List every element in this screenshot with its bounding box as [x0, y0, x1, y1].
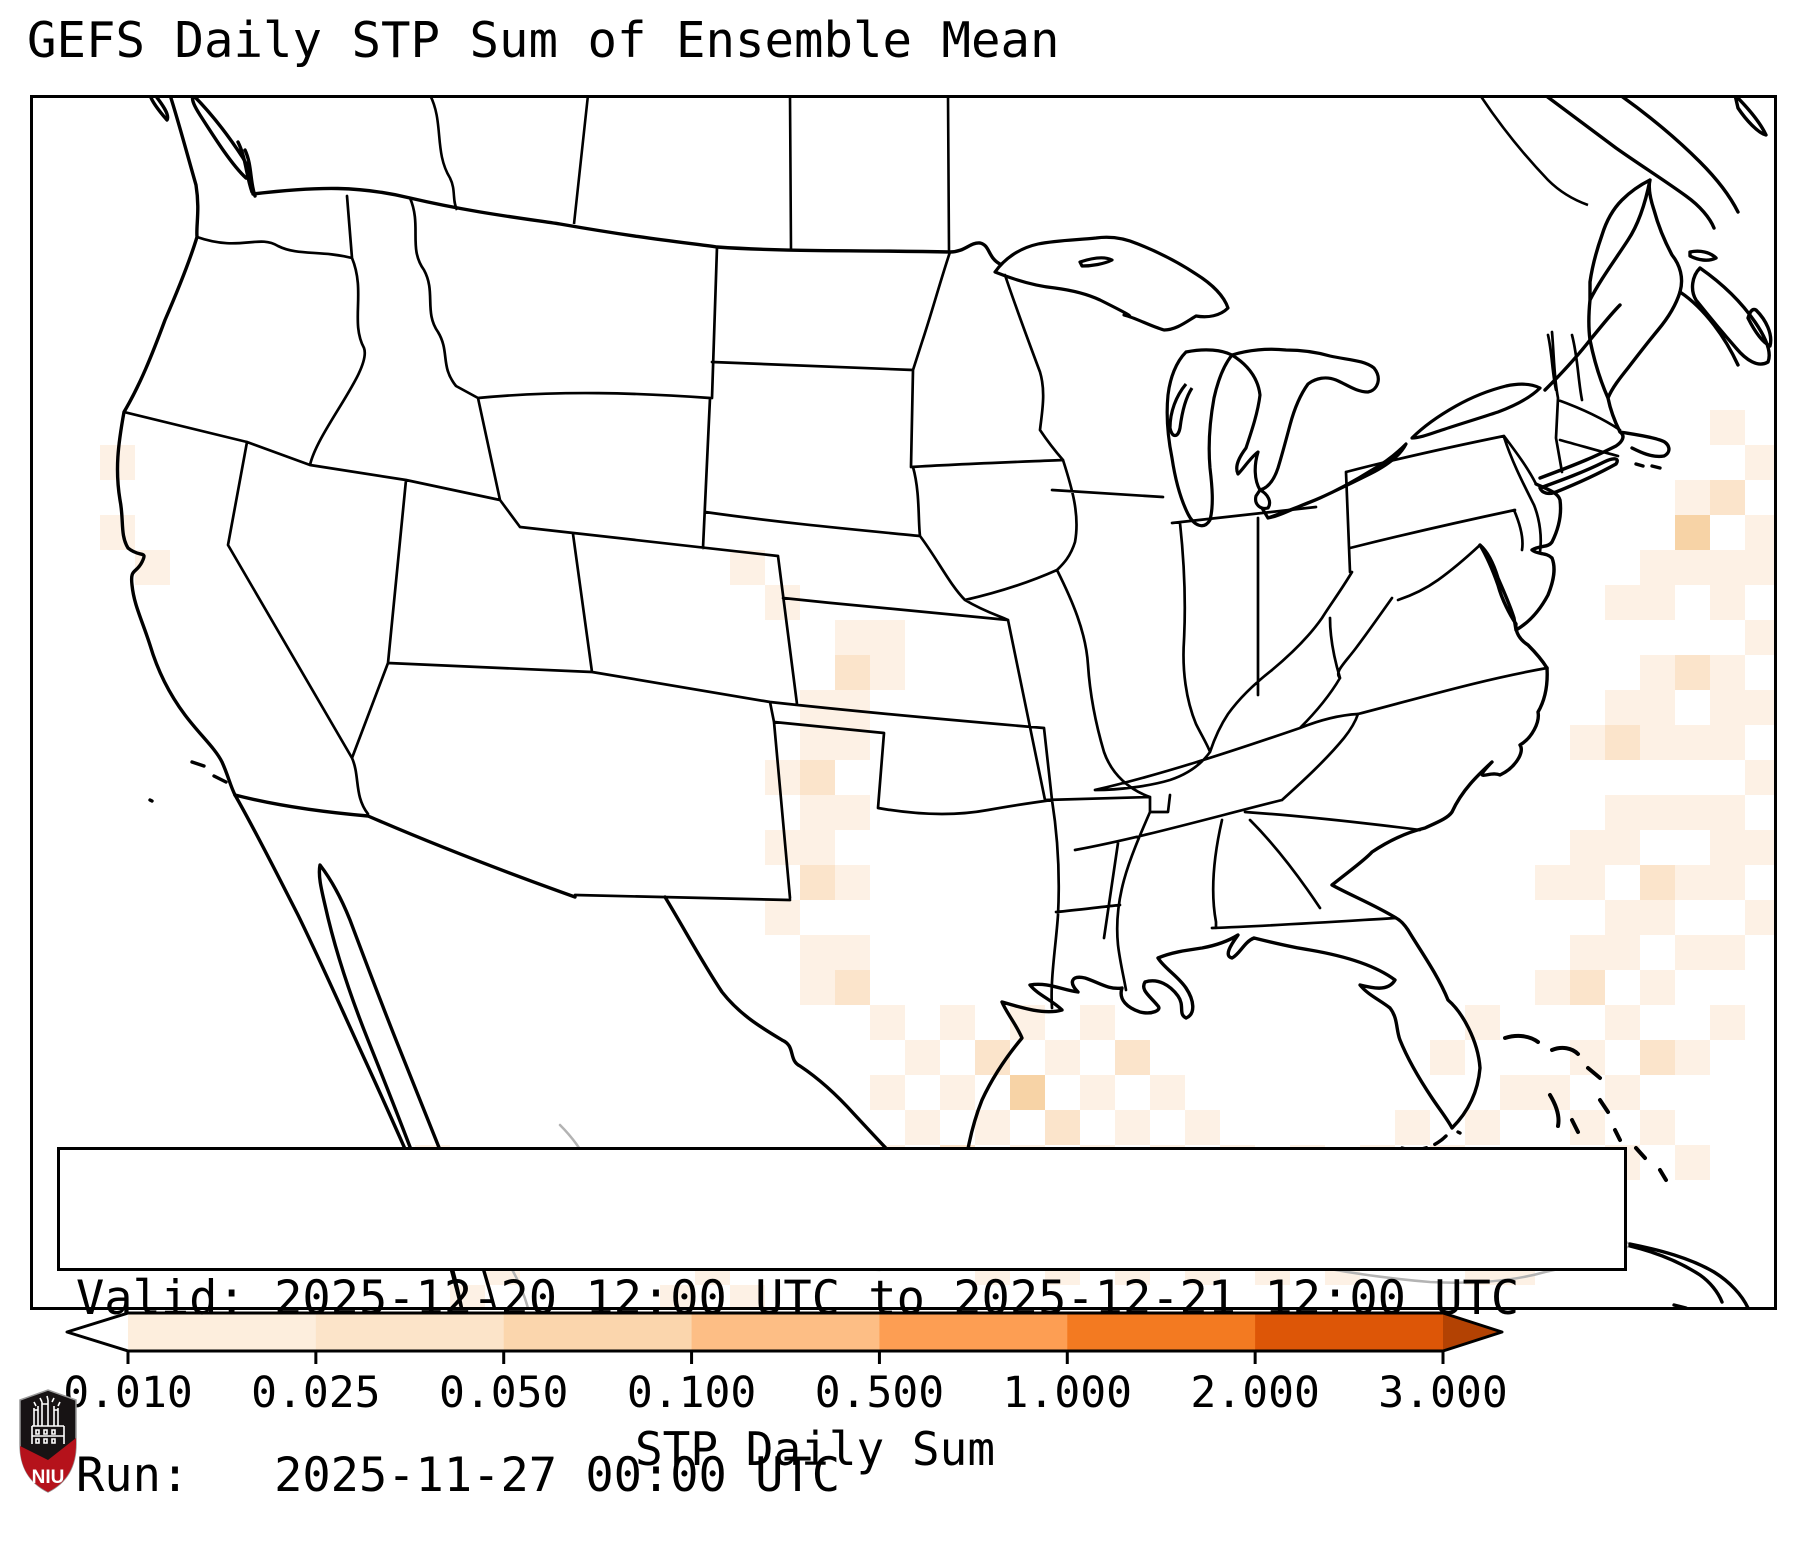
- colorbar-tick-label: 0.100: [626, 1368, 757, 1418]
- northeast-coast: [1538, 178, 1684, 480]
- channel-islands: [148, 760, 228, 803]
- colorbar: [65, 1311, 1504, 1364]
- run-time-text: Run: 2025-11-27 00:00 UTC: [76, 1448, 841, 1503]
- lake-superior: [993, 235, 1230, 332]
- niu-logo: NIU: [19, 1389, 77, 1493]
- niu-logo-text: NIU: [32, 1467, 65, 1488]
- niu-castle-icon: [31, 1395, 65, 1444]
- gulf-atlantic-coast: [958, 666, 1549, 1220]
- colorbar-tick-label: 1.000: [1002, 1368, 1133, 1418]
- nova-scotia: [1678, 249, 1773, 367]
- colorbar-ticks: [126, 1351, 1445, 1364]
- st-lawrence-gaspe: [1543, 93, 1768, 392]
- colorbar-under-arrow: [67, 1313, 128, 1351]
- colorbar-tick-label: 2.000: [1190, 1368, 1320, 1418]
- colorbar-tick-label: 0.025: [251, 1368, 381, 1418]
- us-canada-border: [251, 186, 1002, 266]
- green-bay: [1168, 382, 1194, 438]
- lake-huron: [1230, 347, 1380, 492]
- lake-ontario: [1410, 382, 1542, 440]
- lake-erie: [1266, 442, 1408, 520]
- colorbar-tick-label: 0.500: [814, 1368, 945, 1418]
- info-box: Valid: 2025-12-20 12:00 UTC to 2025-12-2…: [57, 1147, 1627, 1503]
- colorbar-tick-label: 3.000: [1378, 1368, 1508, 1418]
- colorbar-tick-label: 0.050: [438, 1368, 569, 1418]
- colorbar-segments: [128, 1313, 1444, 1351]
- colorbar-over-arrow: [1443, 1313, 1502, 1351]
- great-lakes: [993, 235, 1542, 528]
- state-borders: [122, 194, 1622, 1010]
- coastline: [115, 93, 1773, 1312]
- colorbar-label: STP Daily Sum: [634, 1422, 996, 1476]
- isle-royale: [1078, 256, 1114, 268]
- chesapeake-delmarva: [1478, 482, 1563, 670]
- long-island: [1538, 457, 1619, 496]
- niu-shield-red-band: [20, 1438, 76, 1492]
- map-frame: [30, 95, 1777, 1310]
- map-region: [30, 93, 1780, 1320]
- map-canvas: [30, 93, 1780, 1320]
- vancouver-island: [148, 93, 257, 198]
- colorbar-outline: [65, 1311, 1504, 1353]
- cuba-east-coast: [1628, 1242, 1750, 1310]
- colorbar-tick-label: 0.010: [63, 1368, 193, 1418]
- bahamas: [1503, 1033, 1668, 1182]
- canada-province-lines: [428, 94, 1589, 253]
- valid-time-text: Valid: 2025-12-20 12:00 UTC to 2025-12-2…: [76, 1271, 1520, 1326]
- page-title: GEFS Daily STP Sum of Ensemble Mean: [27, 12, 1060, 69]
- lake-michigan: [1165, 348, 1234, 528]
